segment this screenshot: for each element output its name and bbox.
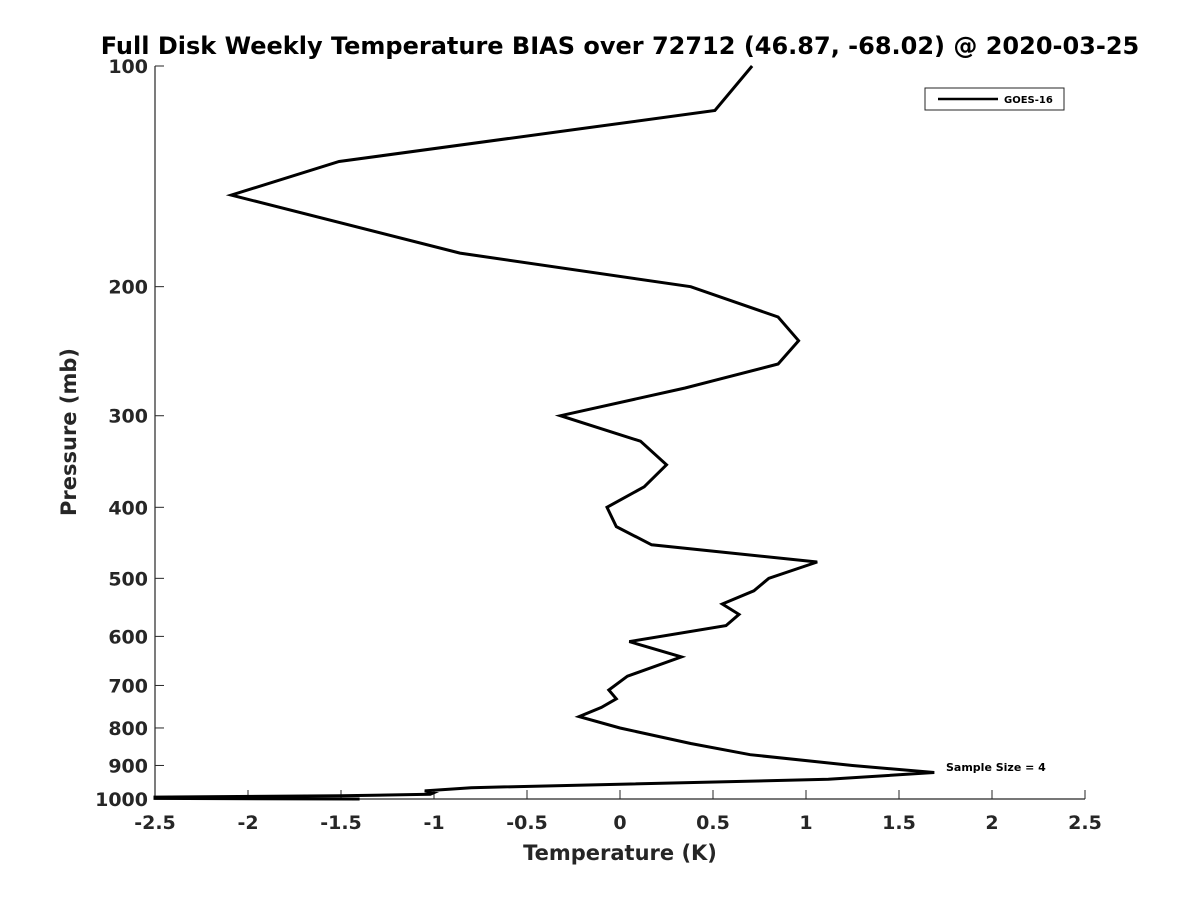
legend-label-goes16: GOES-16 [1004,95,1053,106]
x-tick-label: -1 [423,812,444,834]
y-tick-label: 1000 [95,789,148,811]
x-axis-label: Temperature (K) [523,841,717,865]
series-layer [153,65,935,801]
legend: GOES-16 [924,87,1065,111]
x-tick-label: -2 [237,812,258,834]
x-tick-label: 0 [613,812,626,834]
x-tick-label: 2.5 [1068,812,1102,834]
x-tick-label: 1 [799,812,812,834]
x-tick-label: 2 [985,812,998,834]
y-tick-label: 500 [108,568,148,590]
sample-size-annotation: Sample Size = 4 [946,761,1046,774]
x-tick-label: 1.5 [882,812,916,834]
y-tick-label: 700 [108,675,148,697]
y-tick-label: 800 [108,718,148,740]
x-ticks: -2.5 -2 -1.5 -1 -0.5 0 0.5 1 1.5 2 2.5 [134,790,1102,834]
y-tick-label: 600 [108,626,148,648]
y-tick-label: 300 [108,406,148,428]
x-tick-label: 0.5 [696,812,730,834]
chart-title: Full Disk Weekly Temperature BIAS over 7… [101,32,1140,60]
series-line-goes-16 [153,65,935,801]
x-tick-label: -2.5 [134,812,176,834]
x-tick-label: -0.5 [506,812,548,834]
y-tick-label: 400 [108,497,148,519]
y-axis-label: Pressure (mb) [57,348,81,516]
y-ticks: 100 200 300 400 500 600 700 800 900 1000 [95,56,164,811]
x-tick-label: -1.5 [320,812,362,834]
y-tick-label: 900 [108,755,148,777]
y-tick-label: 200 [108,277,148,299]
y-tick-label: 100 [108,56,148,78]
